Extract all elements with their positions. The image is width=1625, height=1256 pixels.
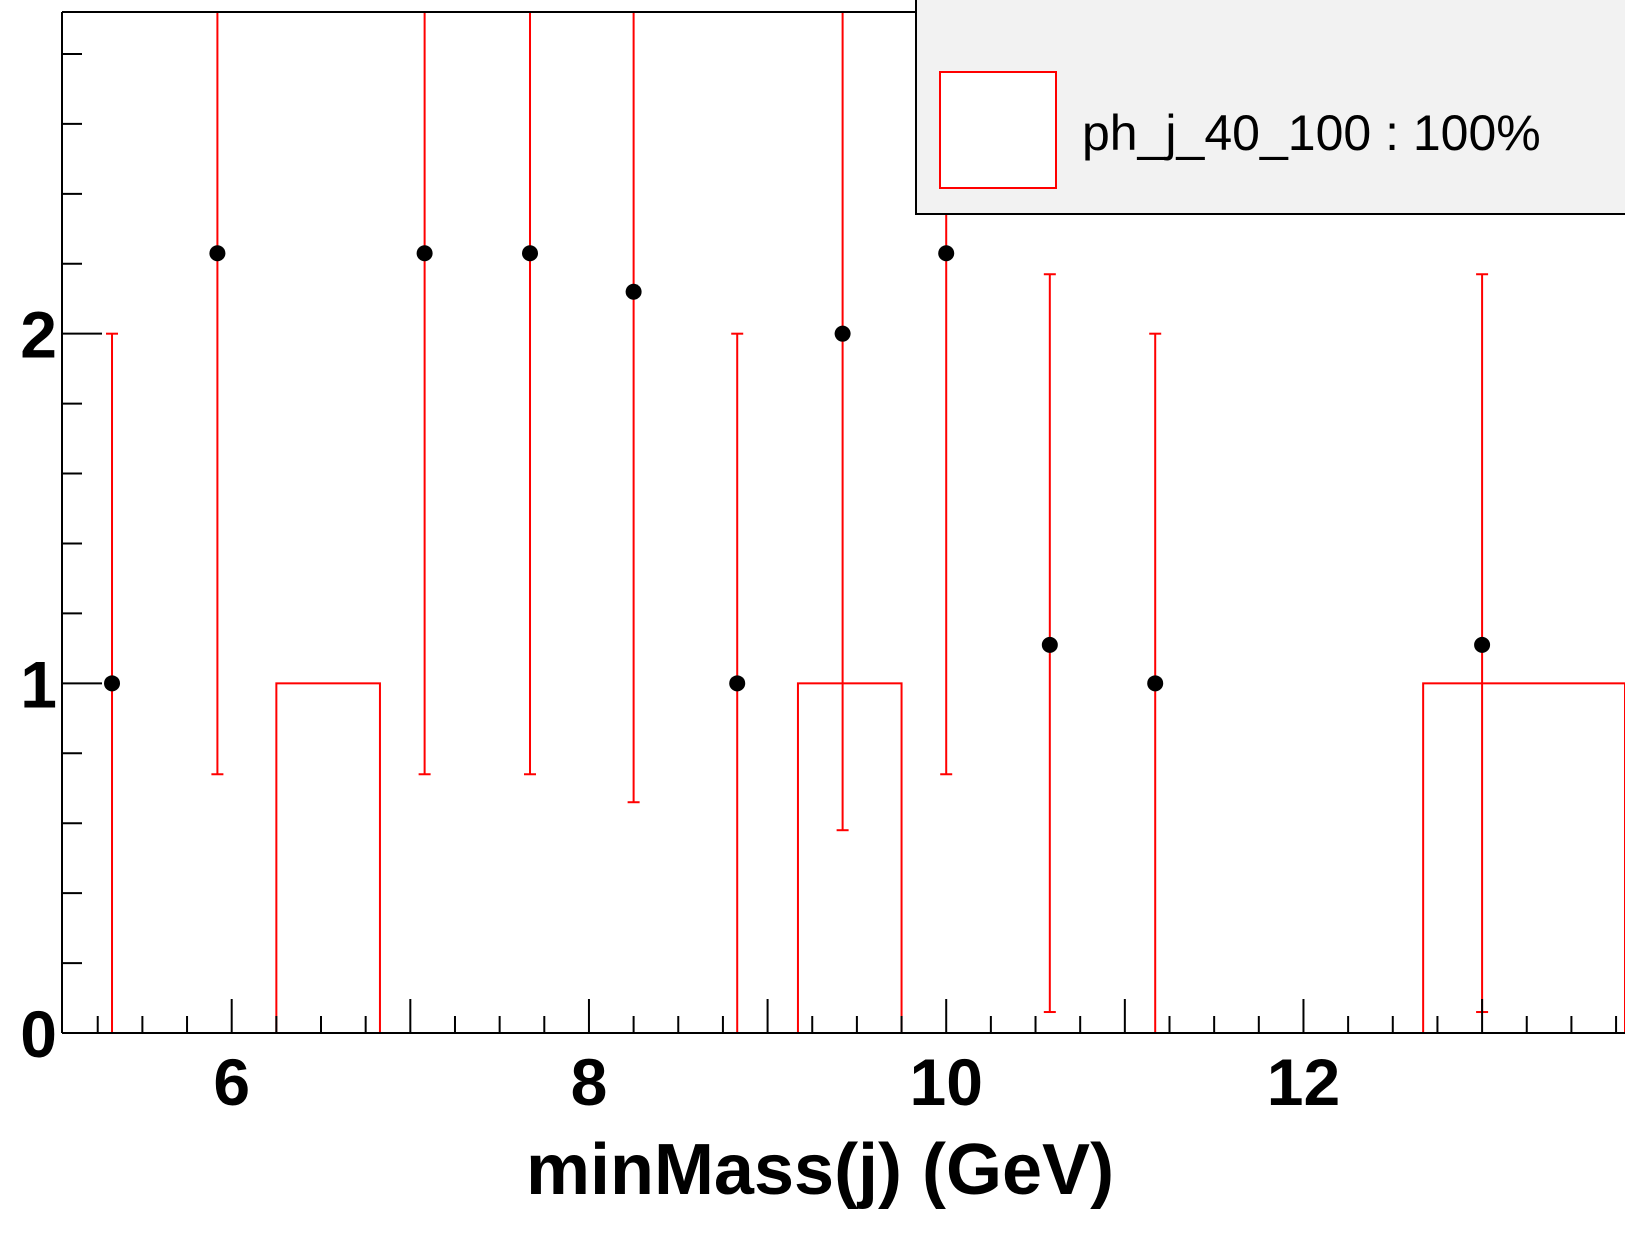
error-bar-2 (418, 12, 431, 776)
legend-entry-label: ph_j_40_100 : 100% (1082, 105, 1541, 161)
axes: 6 8 10 12 012 (20, 11, 1625, 1119)
data-point-series (104, 245, 1491, 692)
x-tick-label: 8 (571, 1045, 608, 1119)
data-point-8 (1041, 636, 1058, 653)
data-point-3 (522, 245, 539, 262)
data-point-2 (416, 245, 433, 262)
data-point-7 (938, 245, 955, 262)
data-point-0 (104, 675, 121, 692)
data-point-9 (1147, 675, 1164, 692)
data-point-5 (729, 675, 746, 692)
y-tick-label: 2 (20, 298, 57, 372)
histogram-bin-2 (1422, 682, 1625, 1034)
x-axis-title: minMass(j) (GeV) (526, 1130, 1114, 1210)
x-tick-label: 6 (213, 1045, 250, 1119)
legend: ph_j_40_100 : 100% (915, 0, 1625, 215)
histogram-series (275, 682, 1625, 1034)
y-axis-ticks: 0 1 2 (20, 52, 102, 1071)
y-tick-label: 1 (20, 647, 57, 721)
error-bar-1 (211, 12, 224, 776)
x-axis-ticks: 6 8 10 12 (96, 999, 1618, 1119)
x-tick-label: 10 (910, 1045, 983, 1119)
data-point-1 (209, 245, 226, 262)
data-point-10 (1474, 636, 1491, 653)
error-bar-4 (627, 12, 640, 804)
error-bar-3 (524, 12, 537, 776)
histogram-bin-1 (796, 682, 903, 1034)
data-point-6 (834, 325, 851, 342)
error-bar-6 (836, 12, 849, 832)
y-tick-label: 0 (20, 997, 57, 1071)
histogram-bin-0 (275, 682, 381, 1034)
legend-swatch-icon (939, 71, 1057, 189)
data-point-4 (625, 283, 642, 300)
x-tick-label: 12 (1267, 1045, 1340, 1119)
